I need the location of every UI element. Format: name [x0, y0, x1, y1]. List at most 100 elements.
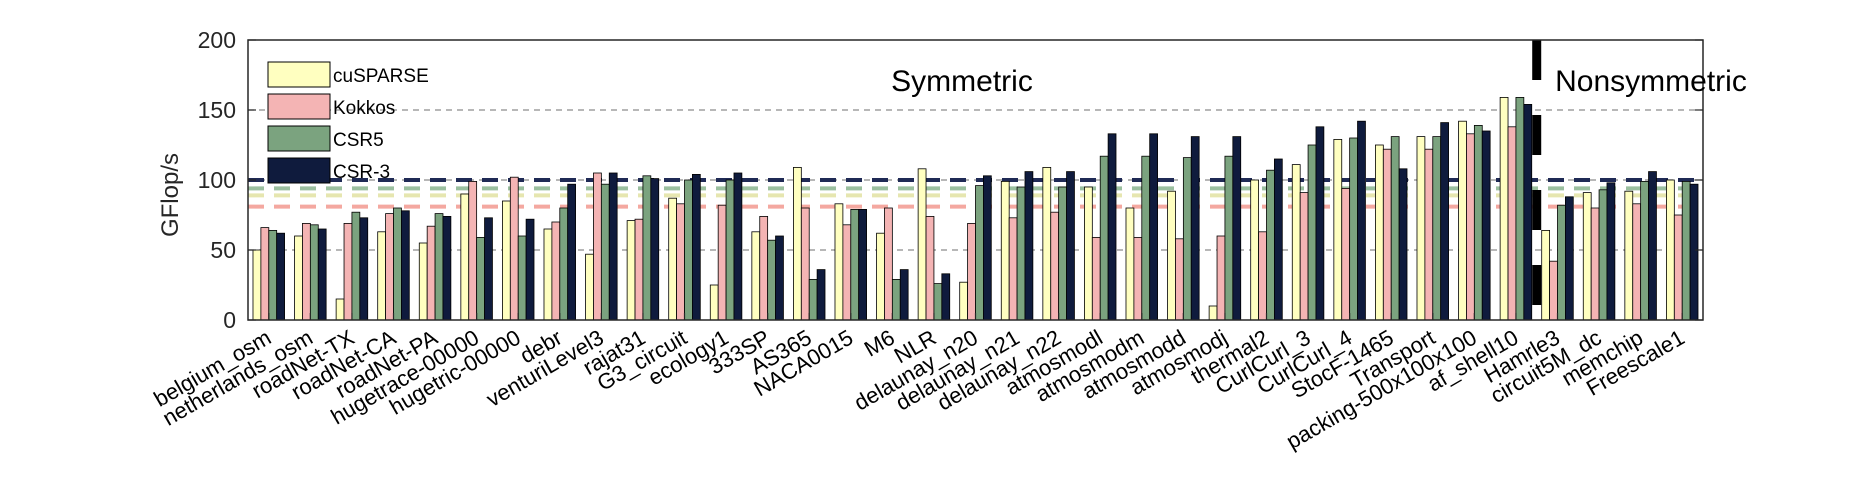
- bar-csr5-netherlands-osm: [309, 224, 319, 321]
- bar-csr-3-hugetrace-00000: [484, 217, 493, 321]
- bar-csr5-curlcurl-3: [1307, 144, 1317, 321]
- bar-csr-3-delaunay-n21: [1024, 171, 1034, 321]
- bar-csr-3-debr: [567, 183, 576, 321]
- bar-cusparse-transport: [1416, 136, 1426, 321]
- bar-kokkos-packing-500x100x100: [1466, 133, 1475, 321]
- bar-csr5-m6: [891, 278, 901, 321]
- y-tick-label-50: 50: [210, 237, 236, 263]
- bar-cusparse-m6: [876, 232, 885, 321]
- bar-cusparse-delaunay-n20: [959, 281, 969, 321]
- bar-cusparse-freescale1: [1666, 179, 1675, 321]
- bar-cusparse-stocf-1465: [1375, 144, 1384, 321]
- bar-csr-3-netherlands-osm: [317, 228, 327, 321]
- bar-cusparse-netherlands-osm: [294, 235, 303, 321]
- bar-cusparse-rajat31: [626, 220, 636, 321]
- bar-csr5-belgium-osm: [268, 229, 278, 321]
- bar-csr5-atmosmodd: [1182, 157, 1192, 321]
- bar-cusparse-333sp: [751, 231, 761, 321]
- bar-csr-3-ecology1: [733, 172, 743, 321]
- bar-csr5-hamrle3: [1557, 204, 1566, 321]
- bar-csr5-as365: [808, 278, 818, 321]
- bar-kokkos-atmosmodd: [1175, 238, 1184, 321]
- bar-kokkos-atmosmodm: [1133, 236, 1143, 321]
- legend-swatch-kokkos: [267, 93, 331, 120]
- legend-label-kokkos: Kokkos: [333, 98, 395, 119]
- bar-csr-3-curlcurl-4: [1357, 120, 1366, 321]
- y-tick-label-150: 150: [198, 97, 236, 123]
- bar-csr5-curlcurl-4: [1349, 137, 1358, 321]
- bar-csr5-rajat31: [642, 175, 652, 321]
- bar-cusparse-atmosmodd: [1167, 190, 1176, 321]
- bar-csr-3-atmosmodl: [1107, 133, 1117, 321]
- bar-csr5-roadnet-ca: [393, 207, 402, 321]
- legend: cuSPARSE Kokkos CSR5 CSR-3: [267, 61, 429, 184]
- bar-csr-3-curlcurl-3: [1315, 126, 1325, 321]
- bar-csr5-atmosmodm: [1141, 155, 1151, 321]
- annotation-nonsymmetric: Nonsymmetric: [1555, 65, 1747, 98]
- bar-csr5-freescale1: [1681, 180, 1691, 321]
- bar-kokkos-thermal2: [1258, 231, 1267, 321]
- bar-cusparse-packing-500x100x100: [1458, 120, 1467, 321]
- bar-csr5-naca0015: [850, 208, 860, 321]
- legend-label-cusparse: cuSPARSE: [333, 66, 429, 87]
- bar-csr-3-nlr: [941, 273, 951, 321]
- legend-swatch-cusparse: [267, 61, 331, 88]
- bar-cusparse-belgium-osm: [252, 249, 262, 321]
- bar-kokkos-netherlands-osm: [302, 222, 311, 321]
- bar-csr-3-atmosmodj: [1232, 136, 1242, 321]
- annotation-symmetric: Symmetric: [891, 65, 1033, 98]
- bar-kokkos-debr: [551, 221, 561, 321]
- bar-csr5-circuit5m-dc: [1598, 189, 1608, 321]
- bar-cusparse-hugetrace-00000: [460, 193, 470, 321]
- y-tick-labels: 0 50 100 150 200: [198, 27, 236, 333]
- bar-csr5-roadnet-tx: [351, 211, 361, 321]
- bar-csr-3-delaunay-n20: [982, 175, 992, 321]
- bar-csr-3-memchip: [1648, 171, 1657, 321]
- bar-kokkos-atmosmodl: [1091, 236, 1101, 321]
- bar-csr-3-atmosmodm: [1149, 133, 1158, 321]
- y-axis-label: GFlop/s: [157, 153, 184, 237]
- bar-csr5-333sp: [767, 239, 776, 321]
- bar-cusparse-atmosmodm: [1125, 207, 1135, 321]
- bar-kokkos-delaunay-n21: [1008, 217, 1018, 321]
- y-tick-label-100: 100: [198, 167, 236, 193]
- bar-cusparse-delaunay-n21: [1000, 180, 1010, 321]
- bar-kokkos-roadnet-ca: [385, 213, 394, 321]
- bar-kokkos-hugetrace-00000: [468, 180, 478, 321]
- bar-csr5-af-shell10: [1515, 97, 1525, 321]
- bar-csr5-transport: [1432, 136, 1442, 321]
- bar-csr-3-rajat31: [650, 178, 660, 321]
- bar-csr-3-packing-500x100x100: [1481, 130, 1491, 321]
- bar-cusparse-roadnet-tx: [335, 298, 345, 321]
- bar-csr5-atmosmodj: [1224, 155, 1234, 321]
- bar-kokkos-g3-circuit: [676, 203, 685, 321]
- bar-cusparse-as365: [793, 166, 802, 321]
- bar-cusparse-debr: [543, 228, 553, 321]
- bar-csr5-venturilevel3: [600, 183, 610, 321]
- bar-kokkos-curlcurl-3: [1299, 192, 1309, 321]
- bar-kokkos-hamrle3: [1549, 260, 1558, 321]
- bar-csr-3-g3-circuit: [691, 173, 701, 321]
- bar-kokkos-stocf-1465: [1382, 148, 1392, 321]
- bar-kokkos-belgium-osm: [260, 227, 270, 321]
- bar-cusparse-curlcurl-3: [1291, 164, 1301, 321]
- bars-layer: [252, 97, 1699, 321]
- bar-csr5-thermal2: [1266, 169, 1275, 321]
- bar-cusparse-ecology1: [709, 284, 719, 321]
- bar-csr-3-venturilevel3: [608, 172, 618, 321]
- bar-csr5-hugetric-00000: [517, 235, 527, 321]
- bar-cusparse-thermal2: [1250, 179, 1260, 321]
- bar-cusparse-delaunay-n22: [1042, 166, 1052, 321]
- bar-csr-3-roadnet-tx: [359, 217, 369, 321]
- bar-cusparse-hamrle3: [1541, 229, 1551, 321]
- reference-lines: [248, 178, 1703, 209]
- bar-cusparse-af-shell10: [1499, 97, 1509, 321]
- bar-kokkos-atmosmodj: [1216, 235, 1226, 321]
- legend-swatch-csr5: [267, 125, 331, 152]
- bar-kokkos-memchip: [1632, 203, 1642, 321]
- bar-cusparse-g3-circuit: [668, 197, 678, 321]
- bar-kokkos-naca0015: [842, 224, 852, 321]
- bar-csr-3-333sp: [775, 235, 784, 321]
- bar-csr-3-hamrle3: [1564, 196, 1574, 321]
- bar-cusparse-curlcurl-4: [1333, 138, 1343, 321]
